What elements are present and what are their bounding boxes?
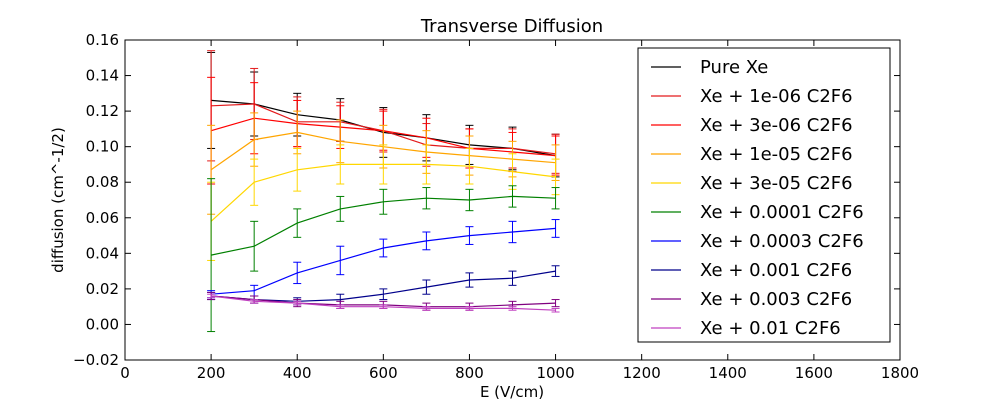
x-tick-label: 0: [120, 364, 130, 382]
x-tick-label: 1800: [881, 364, 919, 382]
legend-label: Xe + 0.01 C2F6: [700, 318, 841, 339]
series-line: [211, 227, 556, 295]
y-tick-label: −0.02: [73, 351, 119, 369]
legend-label: Xe + 0.0001 C2F6: [700, 202, 864, 223]
y-tick-label: 0.14: [86, 67, 119, 85]
x-tick-label: 600: [369, 364, 398, 382]
y-tick-label: 0.10: [86, 138, 119, 156]
x-tick-label: 1400: [709, 364, 747, 382]
series-7: [207, 265, 560, 306]
plot-frame: [124, 39, 901, 361]
y-tick-label: 0.06: [86, 209, 119, 227]
y-tick-label: 0.00: [86, 315, 119, 333]
chart-title: Transverse Diffusion: [420, 16, 603, 37]
x-tick-label: 1200: [623, 364, 661, 382]
x-tick-label: 200: [197, 364, 226, 382]
legend: Pure Xe Xe + 1e-06 C2F6 Xe + 3e-06 C2F6 Xe …: [637, 47, 891, 343]
x-tick-label: 800: [455, 364, 484, 382]
x-tick-label: 400: [283, 364, 312, 382]
x-tick-label: 1600: [795, 364, 833, 382]
legend-label: Xe + 3e-06 C2F6: [700, 115, 853, 136]
legend-label: Xe + 0.003 C2F6: [700, 289, 852, 310]
y-tick-label: 0.08: [86, 173, 119, 191]
y-tick-label: 0.12: [86, 102, 119, 120]
data-layer: [207, 50, 560, 333]
legend-label: Xe + 0.0003 C2F6: [700, 231, 864, 252]
series-6: [207, 219, 560, 299]
ticks: 0 200 400 600 800 1000 1200 1400 1600 1800 −0.02 0.…: [73, 31, 919, 382]
y-axis-label: diffusion (cm^-1/2): [49, 127, 67, 273]
y-tick-label: 0.16: [86, 31, 119, 49]
legend-label: Xe + 1e-06 C2F6: [700, 86, 853, 107]
x-tick-label: 1000: [536, 364, 574, 382]
legend-label: Xe + 1e-05 C2F6: [700, 144, 853, 165]
legend-label: Xe + 3e-05 C2F6: [700, 173, 853, 194]
legend-label: Pure Xe: [700, 57, 768, 78]
series-9: [207, 293, 560, 313]
y-tick-label: 0.02: [86, 280, 119, 298]
x-axis-label: E (V/cm): [480, 383, 544, 400]
y-tick-label: 0.04: [86, 244, 119, 262]
series-5: [207, 178, 560, 333]
legend-frame: [637, 47, 891, 343]
legend-label: Xe + 0.001 C2F6: [700, 260, 852, 281]
